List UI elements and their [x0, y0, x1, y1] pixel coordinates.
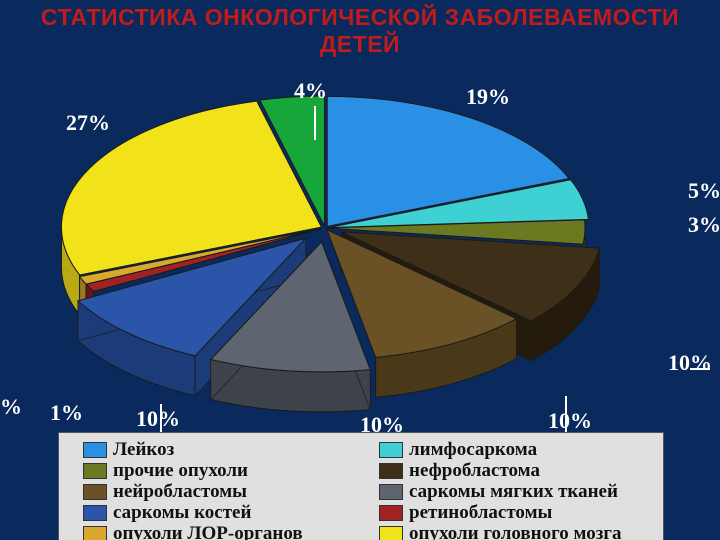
legend-item: саркомы мягких тканей: [379, 481, 649, 502]
pct-label: 5%: [688, 178, 720, 204]
pie-svg: [0, 38, 720, 423]
legend-item: Лейкоз: [83, 439, 363, 460]
legend-swatch: [83, 442, 107, 458]
legend-item: опухоли ЛОР-органов: [83, 523, 363, 540]
pct-label: 10%: [668, 350, 712, 376]
legend-item: саркомы костей: [83, 502, 363, 523]
legend-label: саркомы мягких тканей: [409, 481, 618, 503]
legend-swatch: [83, 463, 107, 479]
leader-line: [314, 106, 316, 140]
legend-swatch: [83, 526, 107, 540]
legend-item: нейробластомы: [83, 481, 363, 502]
legend-label: нефробластома: [409, 460, 540, 482]
legend-swatch: [83, 484, 107, 500]
legend-col-left: Лейкоз прочие опухоли нейробластомы сарк…: [83, 439, 363, 540]
legend-swatch: [379, 526, 403, 540]
legend-item: лимфосаркома: [379, 439, 649, 460]
pct-label: 3%: [688, 212, 720, 238]
legend-label: ретинобластомы: [409, 502, 552, 524]
pct-label: 4%: [294, 78, 327, 104]
legend-label: лимфосаркома: [409, 439, 537, 461]
legend-label: опухоли головного мозга: [409, 523, 622, 540]
legend-label: нейробластомы: [113, 481, 247, 503]
legend-label: прочие опухоли: [113, 460, 248, 482]
legend-col-right: лимфосаркома нефробластома саркомы мягки…: [379, 439, 649, 540]
legend-item: прочие опухоли: [83, 460, 363, 481]
legend-label: саркомы костей: [113, 502, 251, 524]
legend-label: Лейкоз: [113, 439, 174, 461]
legend-swatch: [83, 505, 107, 521]
pct-label: 19%: [466, 84, 510, 110]
legend-item: нефробластома: [379, 460, 649, 481]
chart-slide: СТАТИСТИКА ОНКОЛОГИЧЕСКОЙ ЗАБОЛЕВАЕМОСТИ…: [0, 0, 720, 540]
pct-label: %: [0, 394, 22, 420]
legend-swatch: [379, 505, 403, 521]
pct-label: 10%: [548, 408, 592, 434]
pie-chart: 4% 19% 5% 3% 10% 10% 10% 10% 1% % 27%: [0, 38, 720, 423]
legend-label: опухоли ЛОР-органов: [113, 523, 303, 540]
legend-swatch: [379, 463, 403, 479]
legend-item: ретинобластомы: [379, 502, 649, 523]
legend-item: опухоли головного мозга: [379, 523, 649, 540]
pct-label: 1%: [50, 400, 83, 426]
legend-swatch: [379, 484, 403, 500]
legend: Лейкоз прочие опухоли нейробластомы сарк…: [58, 432, 664, 540]
legend-swatch: [379, 442, 403, 458]
pct-label: 10%: [136, 406, 180, 432]
pct-label: 27%: [66, 110, 110, 136]
